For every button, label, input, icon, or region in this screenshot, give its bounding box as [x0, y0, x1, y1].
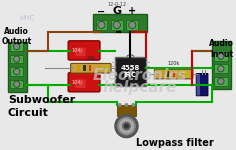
- FancyBboxPatch shape: [214, 64, 228, 73]
- Circle shape: [115, 114, 138, 138]
- FancyBboxPatch shape: [212, 41, 232, 89]
- FancyBboxPatch shape: [83, 65, 85, 71]
- FancyBboxPatch shape: [96, 20, 107, 30]
- FancyBboxPatch shape: [75, 79, 85, 88]
- Circle shape: [130, 22, 135, 27]
- Circle shape: [125, 124, 128, 128]
- Circle shape: [14, 81, 20, 87]
- FancyBboxPatch shape: [71, 63, 111, 73]
- FancyBboxPatch shape: [214, 52, 228, 61]
- FancyBboxPatch shape: [10, 80, 23, 88]
- Text: Electronics: Electronics: [93, 68, 187, 83]
- Text: Audio
Output: Audio Output: [2, 27, 32, 46]
- Text: 12-0-12: 12-0-12: [107, 2, 126, 7]
- FancyBboxPatch shape: [8, 42, 27, 92]
- Text: 120k: 120k: [168, 61, 180, 66]
- Circle shape: [118, 104, 121, 106]
- Circle shape: [114, 22, 119, 27]
- Circle shape: [15, 45, 19, 48]
- FancyBboxPatch shape: [105, 65, 108, 71]
- FancyBboxPatch shape: [10, 67, 23, 76]
- Circle shape: [14, 69, 20, 75]
- Text: 104j: 104j: [72, 48, 82, 53]
- Text: 104j: 104j: [72, 80, 82, 85]
- FancyBboxPatch shape: [117, 105, 136, 116]
- Text: −: −: [97, 6, 105, 16]
- Circle shape: [123, 122, 130, 130]
- FancyBboxPatch shape: [77, 65, 80, 71]
- Circle shape: [120, 119, 133, 133]
- FancyBboxPatch shape: [111, 20, 123, 30]
- FancyBboxPatch shape: [214, 77, 228, 86]
- Text: Lowpass filter: Lowpass filter: [136, 138, 214, 148]
- FancyBboxPatch shape: [10, 42, 23, 51]
- FancyBboxPatch shape: [89, 65, 91, 71]
- Circle shape: [219, 79, 223, 83]
- FancyBboxPatch shape: [161, 71, 164, 77]
- FancyBboxPatch shape: [196, 74, 208, 96]
- Text: Audio
Input: Audio Input: [209, 39, 234, 59]
- Circle shape: [219, 54, 223, 58]
- FancyBboxPatch shape: [97, 65, 100, 71]
- FancyBboxPatch shape: [167, 71, 169, 77]
- Circle shape: [14, 56, 20, 62]
- FancyBboxPatch shape: [186, 71, 189, 77]
- Text: helpcare: helpcare: [102, 80, 177, 95]
- FancyBboxPatch shape: [93, 14, 147, 32]
- Circle shape: [218, 66, 224, 72]
- Circle shape: [118, 117, 135, 135]
- FancyBboxPatch shape: [154, 69, 193, 79]
- FancyBboxPatch shape: [126, 20, 138, 30]
- FancyBboxPatch shape: [68, 73, 100, 92]
- Circle shape: [218, 78, 224, 84]
- Circle shape: [15, 70, 19, 74]
- Text: G: G: [112, 6, 121, 16]
- Circle shape: [15, 82, 19, 86]
- FancyBboxPatch shape: [115, 57, 146, 86]
- Circle shape: [98, 22, 105, 28]
- FancyBboxPatch shape: [68, 41, 100, 60]
- Circle shape: [132, 104, 134, 106]
- Circle shape: [129, 22, 136, 28]
- Text: 4558
JRC: 4558 JRC: [121, 65, 140, 78]
- Circle shape: [15, 57, 19, 61]
- Circle shape: [14, 44, 20, 50]
- Text: Subwoofer
Circuit: Subwoofer Circuit: [8, 95, 75, 118]
- FancyBboxPatch shape: [75, 48, 85, 56]
- FancyBboxPatch shape: [180, 71, 183, 77]
- Text: 22k: 22k: [86, 56, 95, 61]
- Circle shape: [125, 104, 128, 106]
- Circle shape: [99, 22, 104, 27]
- FancyBboxPatch shape: [10, 55, 23, 63]
- Circle shape: [114, 22, 120, 28]
- Circle shape: [219, 67, 223, 71]
- Text: HHC: HHC: [20, 15, 35, 21]
- FancyBboxPatch shape: [173, 71, 175, 77]
- Text: +: +: [128, 6, 136, 16]
- Circle shape: [218, 53, 224, 59]
- FancyBboxPatch shape: [197, 74, 200, 96]
